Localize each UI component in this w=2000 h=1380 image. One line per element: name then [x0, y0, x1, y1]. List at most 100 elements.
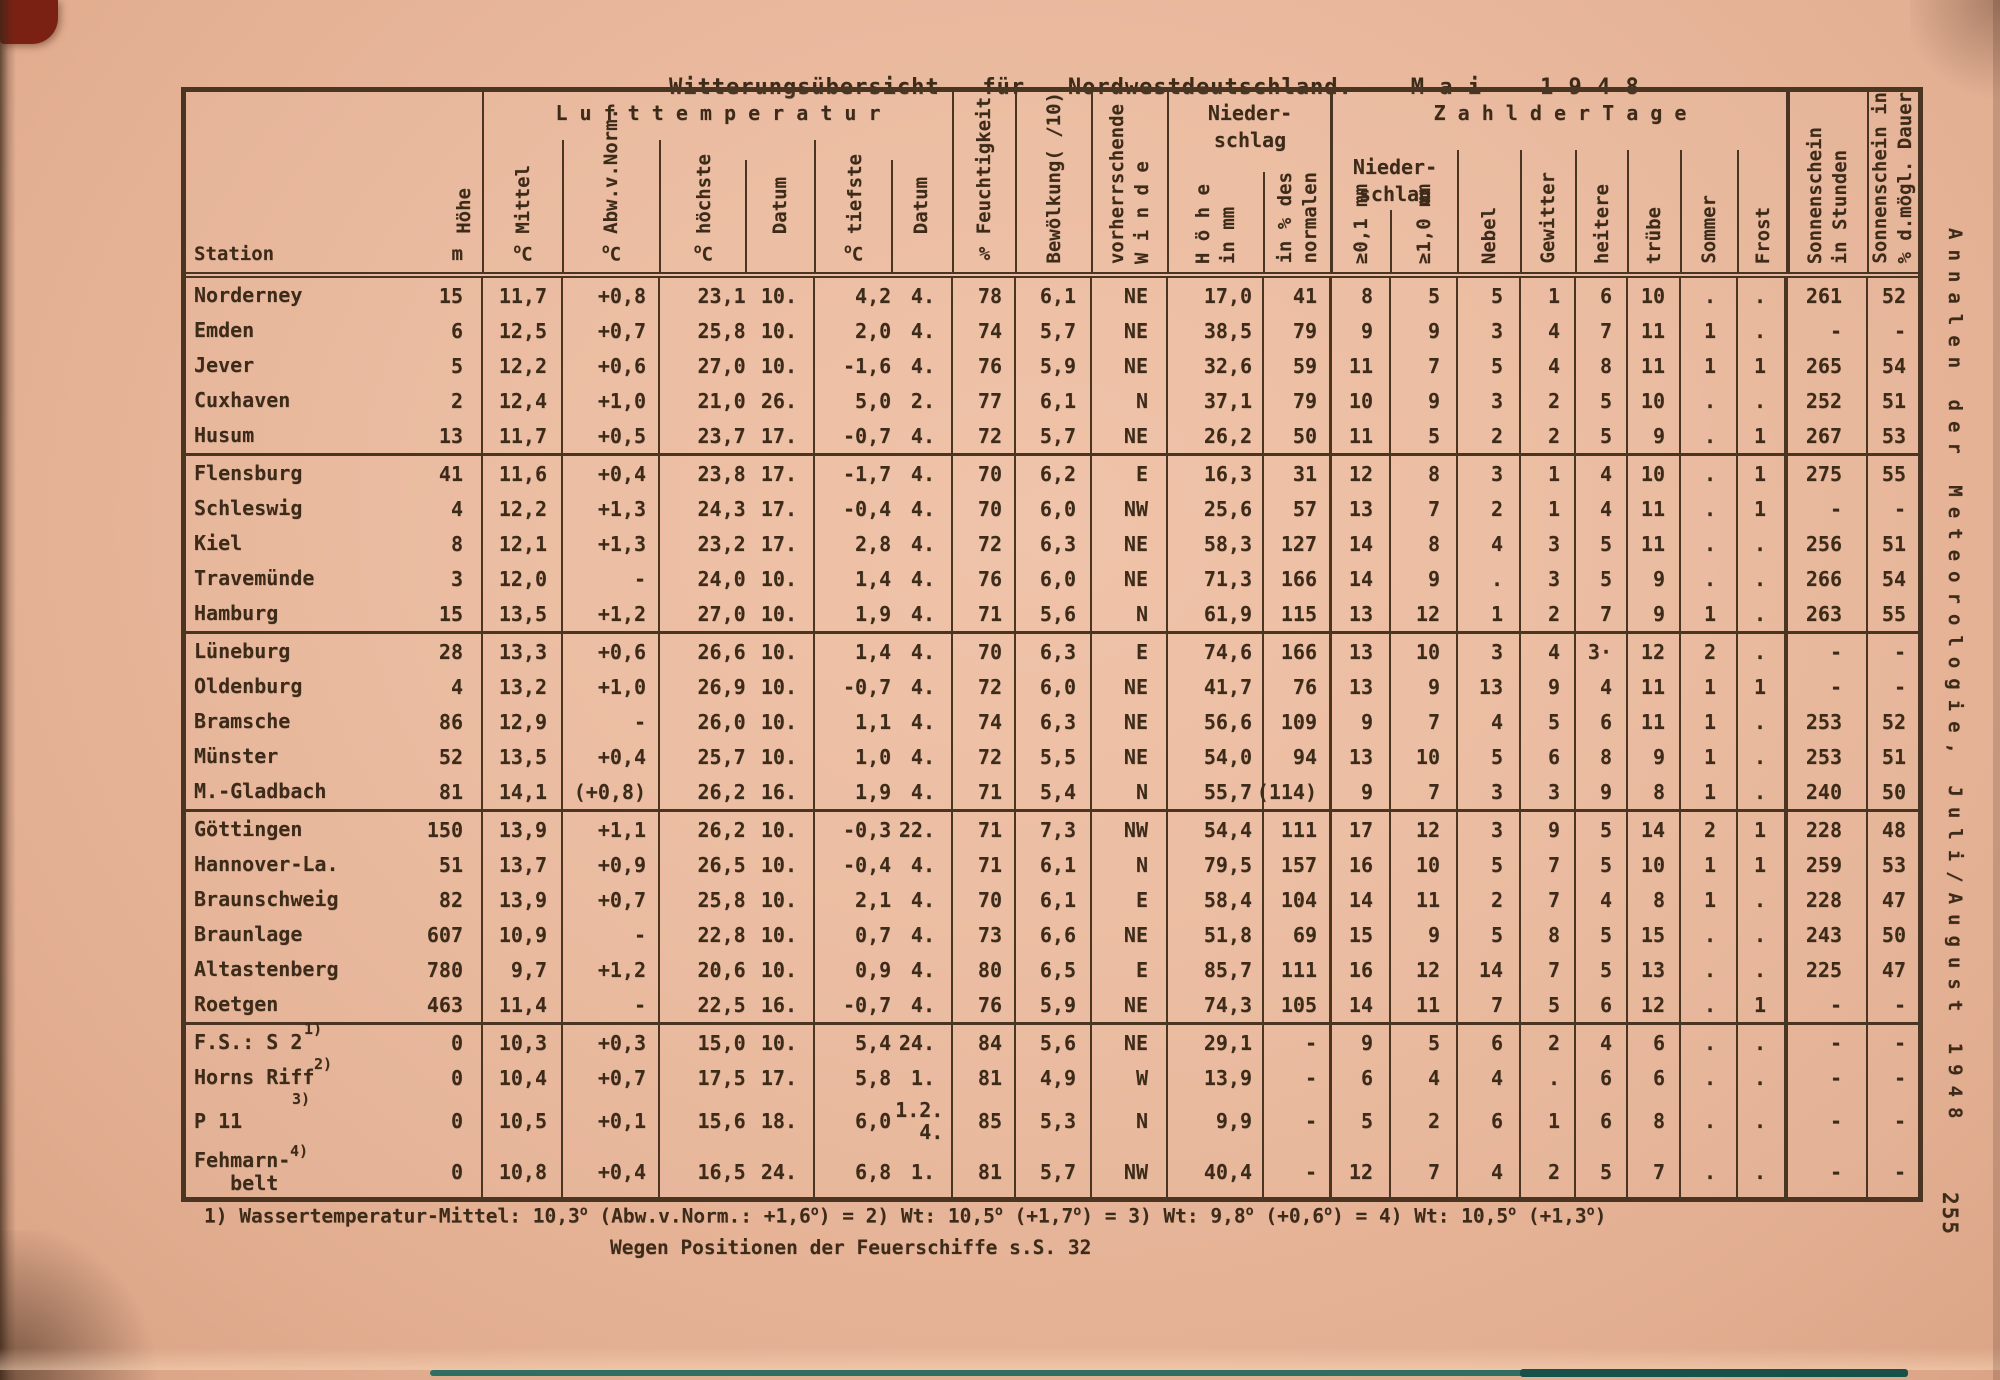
cell-mittel: 12,5 — [483, 313, 563, 348]
cell-tiefste-datum: 1,9 4. — [815, 774, 953, 809]
cell-nebel: 5 — [1458, 278, 1521, 313]
cell-ns-hoehe: 25,6 — [1168, 491, 1264, 526]
cell-abw: +0,4 — [563, 1147, 660, 1197]
table-row: Emden 6 12,5 +0,7 25,8 10. 2,0 4. 74 5,7 NE 38,5 79 9… — [186, 313, 1918, 348]
temperature-value: 6,0 — [855, 1109, 892, 1133]
station-elevation: 81 — [438, 779, 463, 804]
cell-sommer: . — [1681, 561, 1738, 596]
cell-sommer: . — [1681, 987, 1738, 1022]
header-station: Höhe Station m — [186, 92, 484, 272]
cell-tiefste-datum: 0,7 4. — [815, 917, 953, 952]
cell-heitere: 5 — [1576, 1147, 1628, 1197]
cell-heitere: 6 — [1576, 278, 1628, 313]
cell-ns-prozent: 105 — [1264, 987, 1332, 1022]
cell-nebel: 3 — [1458, 774, 1521, 809]
cell-heitere: 4 — [1576, 456, 1628, 491]
cell-hoechste-datum: 25,8 10. — [660, 882, 815, 917]
cell-tage-ge10: 10 — [1391, 739, 1458, 774]
cell-station: Emden 6 — [186, 313, 483, 348]
cell-bewoelkung: 5,5 — [1016, 739, 1092, 774]
station-elevation: 52 — [438, 744, 463, 769]
cell-nebel: 5 — [1458, 348, 1521, 383]
cell-mittel: 11,7 — [483, 278, 563, 313]
station-elevation: 5 — [450, 353, 463, 378]
header-gewitter: Gewitter — [1521, 92, 1577, 272]
cell-sonnenschein-pct: 51 — [1881, 744, 1906, 769]
cell-frost: . — [1738, 882, 1788, 917]
cell-tiefste-datum: 5,4 24. — [815, 1025, 953, 1060]
cell-ns-hoehe: 58,4 — [1168, 882, 1264, 917]
station-name: Bramsche — [194, 709, 291, 733]
cell-tage-ge01: 13 — [1332, 739, 1391, 774]
cell-heitere: 5 — [1576, 418, 1628, 453]
cell-ns-hoehe: 29,1 — [1168, 1025, 1264, 1060]
cell-hoechste-datum: 23,8 17. — [660, 456, 815, 491]
temperature-value: 2,8 — [855, 531, 892, 556]
header-ns-prozent: in % des normalen — [1264, 92, 1333, 272]
cell-feuchtigkeit: 71 — [953, 596, 1016, 631]
cell-tage-ge10: 5 — [1391, 1025, 1458, 1060]
cell-wind: E — [1092, 952, 1168, 987]
cell-sonnenschein-std: 228 — [1788, 812, 1868, 847]
cell-nebel: 3 — [1458, 383, 1521, 418]
cell-abw: - — [563, 704, 660, 739]
cell-tage-ge01: 5 — [1332, 1095, 1391, 1147]
cell-tage-ge01: 16 — [1332, 952, 1391, 987]
cell-tage-ge01: 11 — [1332, 418, 1391, 453]
temperature-value: 2,0 — [855, 318, 892, 343]
temperature-value: 23,7 — [697, 423, 746, 448]
cell-truebe: 9 — [1628, 596, 1681, 631]
cell-bewoelkung: 6,1 — [1016, 383, 1092, 418]
date-value: 4. — [910, 353, 935, 378]
station-elevation: 2 — [450, 388, 463, 413]
temperature-value: 27,0 — [697, 353, 746, 378]
cell-truebe: 10 — [1628, 456, 1681, 491]
header-sommer: Sommer — [1681, 92, 1739, 272]
cell-station: M.-Gladbach 81 — [186, 774, 483, 809]
temperature-value: 1,4 — [855, 566, 892, 591]
cell-tage-ge10: 11 — [1391, 882, 1458, 917]
date-value: 10. — [760, 674, 797, 699]
cell-wind: NW — [1092, 491, 1168, 526]
cell-hoechste-datum: 27,0 10. — [660, 596, 815, 631]
table-row: Fehmarn- belt 4) 0 10,8 +0,4 16,5 24. 6,8 1. 81 5,… — [186, 1142, 1918, 1197]
temperature-value: 25,7 — [697, 744, 746, 769]
station-elevation: 0 — [450, 1030, 463, 1055]
cell-nebel: 1 — [1458, 596, 1521, 631]
station-name: Horns Riff — [194, 1065, 315, 1089]
cell-abw: +1,0 — [563, 669, 660, 704]
cell-frost: . — [1738, 1025, 1788, 1060]
cell-tage-ge10: 9 — [1391, 669, 1458, 704]
cell-feuchtigkeit: 76 — [953, 987, 1016, 1022]
station-name: Göttingen — [194, 817, 303, 841]
station-name: Hannover-La. — [194, 852, 339, 876]
cell-tiefste-datum: 1,4 4. — [815, 634, 953, 669]
table-row: Norderney 15 11,7 +0,8 23,1 10. 4,2 4. 78 6,1 NE 17… — [186, 278, 1918, 313]
temperature-value: 2,1 — [855, 887, 892, 912]
cell-bewoelkung: 6,3 — [1016, 634, 1092, 669]
cell-ns-hoehe: 17,0 — [1168, 278, 1264, 313]
station-name: Schleswig — [194, 496, 303, 520]
table-row: P 11 3) 0 10,5 +0,1 15,6 18. 6,0 1.2. 4. 85 5,3 N 9,… — [186, 1090, 1918, 1147]
group-header-lufttemperatur: L u f t t e m p e r a t u r — [555, 101, 881, 125]
cell-abw: +0,1 — [563, 1095, 660, 1147]
cell-sonnenschein-std: 240 — [1788, 774, 1868, 809]
header-tiefste-label: tiefste — [843, 153, 866, 234]
station-elevation: 51 — [438, 852, 463, 877]
temperature-value: 26,0 — [697, 709, 746, 734]
cell-truebe: 11 — [1628, 669, 1681, 704]
cell-truebe: 11 — [1628, 491, 1681, 526]
cell-hoechste-datum: 24,0 10. — [660, 561, 815, 596]
temperature-value: 1,9 — [855, 779, 892, 804]
cell-sonnenschein-std: - — [1788, 313, 1868, 348]
cell-sonnenschein-std: 265 — [1788, 348, 1868, 383]
cell-mittel: 13,5 — [483, 739, 563, 774]
cell-sonnenschein-pct: 51 — [1881, 531, 1906, 556]
cell-ns-prozent: 69 — [1264, 917, 1332, 952]
cell-sommer: 1 — [1681, 348, 1738, 383]
station-name: F.S.: S 2 — [194, 1030, 303, 1054]
cell-tage-ge10: 7 — [1391, 348, 1458, 383]
cell-ns-hoehe: 37,1 — [1168, 383, 1264, 418]
cell-truebe: 8 — [1628, 882, 1681, 917]
cell-ns-prozent: 31 — [1264, 456, 1332, 491]
